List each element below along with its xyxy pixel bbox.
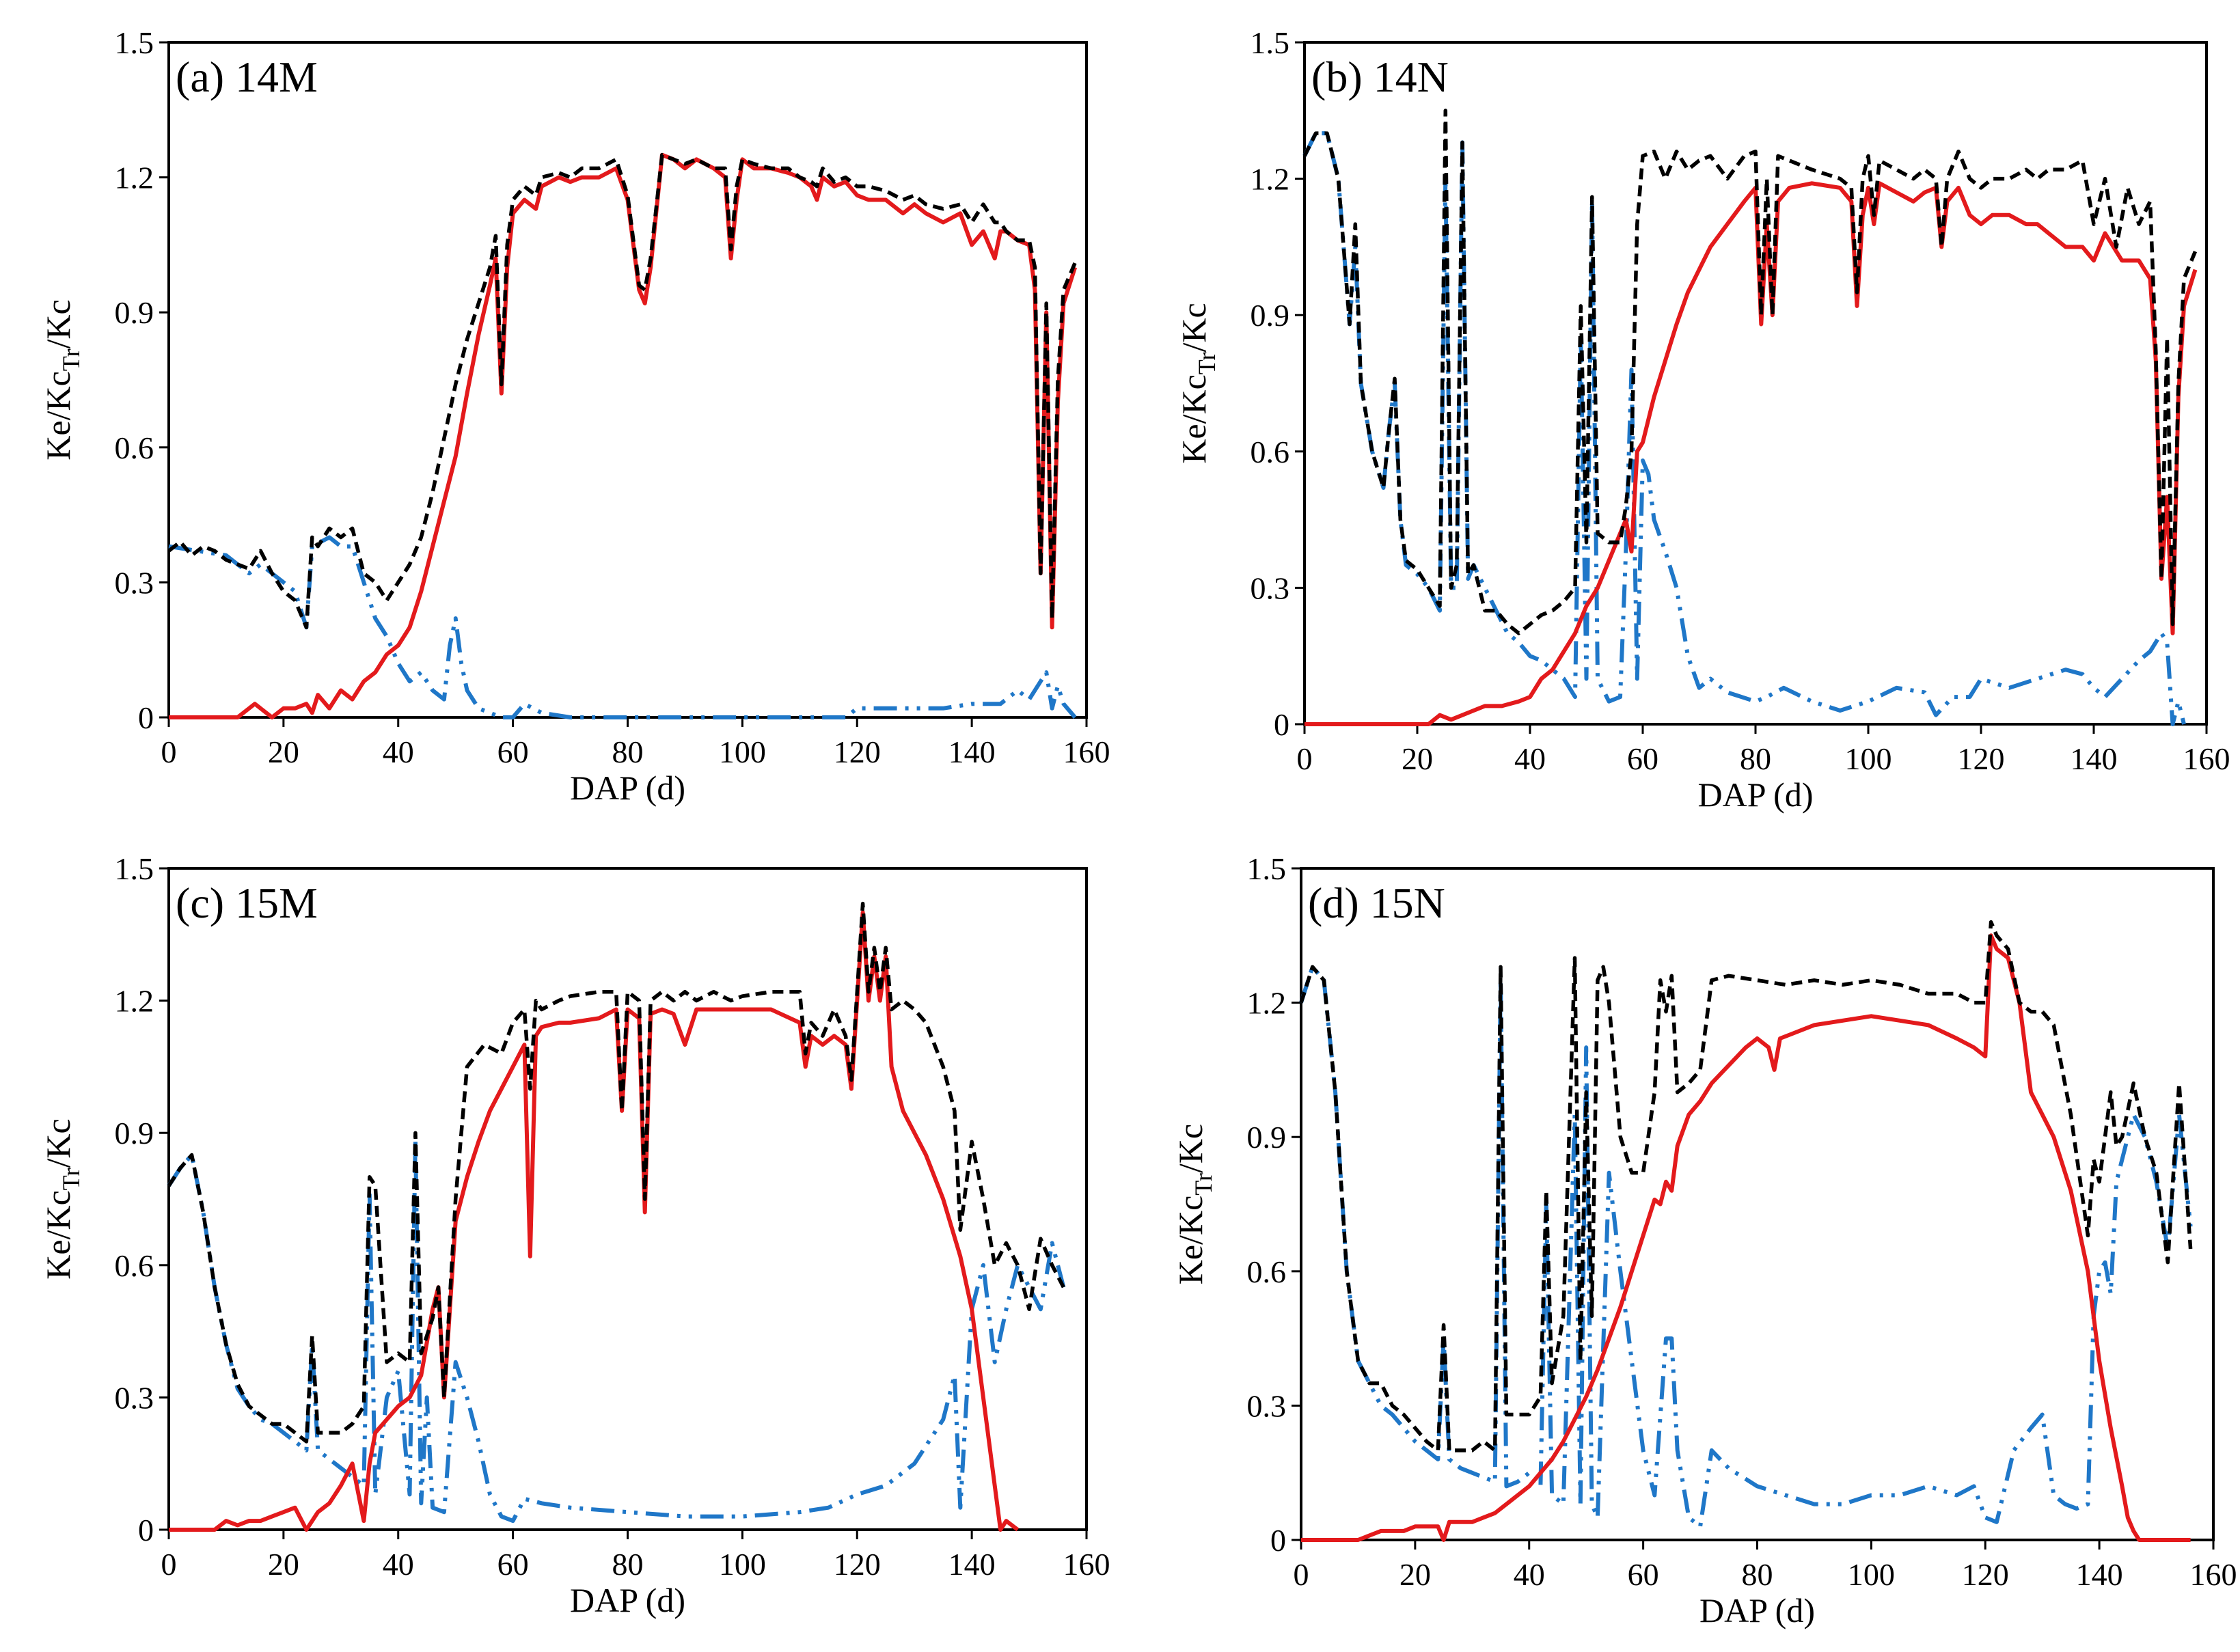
series-line-kc: [167, 901, 1065, 1444]
x-tick-label: 60: [1628, 1557, 1659, 1592]
y-tick-label: 0.3: [115, 1380, 154, 1415]
x-tick-label: 160: [1063, 734, 1110, 769]
series-line-kc-tr: [169, 910, 1020, 1532]
series-line-ke: [1302, 131, 2186, 726]
y-tick-label: 1.5: [115, 25, 154, 60]
y-axis-label: Ke/KcTr/Kc: [39, 299, 85, 460]
series-line-ke: [168, 535, 1077, 719]
y-tick-label: 1.2: [1251, 162, 1290, 197]
y-axis-label: Ke/KcTr/Kc: [39, 1118, 85, 1279]
chart-svg: 0 0.3 0.6 0.9 1.2 1.5 0 20 40 60 80 100 120 140 160 (c)…: [39, 851, 1110, 1619]
x-tick-label: 120: [1962, 1557, 2009, 1592]
x-tick-label: 140: [948, 1547, 996, 1582]
y-tick-label: 0.9: [1247, 1120, 1287, 1155]
x-tick-label: 20: [268, 734, 299, 769]
y-axis-label: Ke/KcTr/Kc: [1175, 303, 1220, 463]
panel-title: (c) 15M: [176, 879, 318, 927]
y-tick-label: 0.3: [1247, 1388, 1287, 1423]
x-tick-label: 100: [1845, 741, 1892, 776]
x-tick-label: 0: [1294, 1557, 1309, 1592]
x-tick-label: 40: [1514, 741, 1546, 776]
x-tick-label: 60: [497, 734, 529, 769]
y-tick-label: 0.3: [1251, 570, 1290, 605]
y-tick-label: 1.5: [1247, 851, 1287, 886]
series-line-ke: [167, 1140, 1066, 1524]
x-tick-label: 120: [1958, 741, 2005, 776]
x-tick-label: 160: [2190, 1557, 2237, 1592]
chart-panel-a: 0 0.3 0.6 0.9 1.2 1.5 0 20 40 60 80 100 120 140 160 (a)…: [0, 0, 1120, 826]
x-tick-label: 120: [834, 1547, 881, 1582]
x-tick-label: 20: [1399, 1557, 1431, 1592]
x-tick-label: 140: [948, 734, 996, 769]
y-tick-label: 1.5: [115, 851, 154, 886]
y-tick-label: 0.6: [115, 430, 154, 465]
series-line-kc: [1299, 920, 2193, 1453]
x-tick-label: 80: [1740, 741, 1771, 776]
x-axis-label: DAP (d): [1698, 775, 1814, 814]
x-tick-label: 120: [834, 734, 881, 769]
x-tick-label: 60: [497, 1547, 529, 1582]
y-tick-label: 1.5: [1251, 25, 1290, 60]
x-tick-label: 40: [1514, 1557, 1545, 1592]
y-tick-label: 0.3: [115, 565, 154, 600]
chart-svg: 0 0.3 0.6 0.9 1.2 1.5 0 20 40 60 80 100 120 140 160 (d)…: [1171, 851, 2237, 1629]
x-tick-label: 80: [612, 734, 644, 769]
y-tick-label: 0.9: [1251, 298, 1290, 333]
x-axis-label: DAP (d): [570, 1581, 685, 1619]
y-tick-label: 1.2: [1247, 986, 1287, 1021]
y-tick-label: 0.9: [115, 1116, 154, 1151]
panel-title: (d) 15N: [1308, 879, 1445, 927]
x-tick-label: 0: [161, 1547, 177, 1582]
chart-panel-d: 0 0.3 0.6 0.9 1.2 1.5 0 20 40 60 80 100 120 140 160 (d)…: [1120, 826, 2240, 1652]
y-tick-label: 0: [138, 700, 154, 735]
x-tick-label: 140: [2076, 1557, 2123, 1592]
chart-panel-b: 0 0.3 0.6 0.9 1.2 1.5 0 20 40 60 80 100 120 140 160 (b)…: [1120, 0, 2240, 826]
x-axis-label: DAP (d): [570, 769, 685, 807]
y-tick-label: 0.9: [115, 295, 154, 330]
x-tick-label: 20: [1402, 741, 1433, 776]
series-line-kc: [1302, 109, 2198, 635]
y-tick-label: 1.2: [115, 984, 154, 1019]
chart-svg: 0 0.3 0.6 0.9 1.2 1.5 0 20 40 60 80 100 120 140 160 (a)…: [39, 25, 1110, 807]
x-tick-label: 160: [1063, 1547, 1110, 1582]
x-tick-label: 60: [1627, 741, 1658, 776]
y-tick-label: 0: [1274, 707, 1289, 742]
y-tick-label: 0: [138, 1513, 154, 1547]
series-line-kc-tr: [1305, 181, 2198, 726]
panel-title: (b) 14N: [1311, 53, 1449, 101]
x-tick-label: 80: [1742, 1557, 1773, 1592]
y-tick-label: 0.6: [115, 1248, 154, 1283]
x-tick-label: 160: [2183, 741, 2230, 776]
x-tick-label: 0: [161, 734, 177, 769]
x-tick-label: 0: [1297, 741, 1313, 776]
x-tick-label: 140: [2071, 741, 2118, 776]
series-line-kc: [167, 152, 1077, 630]
panel-title: (a) 14M: [176, 53, 318, 101]
y-tick-label: 0: [1270, 1523, 1286, 1558]
x-tick-label: 80: [612, 1547, 644, 1582]
x-axis-label: DAP (d): [1699, 1591, 1815, 1629]
x-tick-label: 20: [268, 1547, 299, 1582]
plot-frame: [1303, 41, 2208, 726]
y-axis-label: Ke/KcTr/Kc: [1171, 1124, 1217, 1284]
x-tick-label: 100: [719, 734, 766, 769]
y-tick-label: 0.6: [1247, 1254, 1287, 1289]
series-line-kc-tr: [169, 152, 1078, 719]
chart-svg: 0 0.3 0.6 0.9 1.2 1.5 0 20 40 60 80 100 120 140 160 (b)…: [1175, 25, 2230, 814]
x-tick-label: 100: [719, 1547, 766, 1582]
x-tick-label: 100: [1848, 1557, 1895, 1592]
chart-panel-c: 0 0.3 0.6 0.9 1.2 1.5 0 20 40 60 80 100 120 140 160 (c)…: [0, 826, 1120, 1652]
y-tick-label: 1.2: [115, 161, 154, 195]
series-line-kc-tr: [1301, 933, 2191, 1542]
x-tick-label: 40: [383, 734, 414, 769]
y-tick-label: 0.6: [1251, 435, 1290, 469]
plot-frame: [167, 41, 1088, 719]
x-tick-label: 40: [383, 1547, 414, 1582]
